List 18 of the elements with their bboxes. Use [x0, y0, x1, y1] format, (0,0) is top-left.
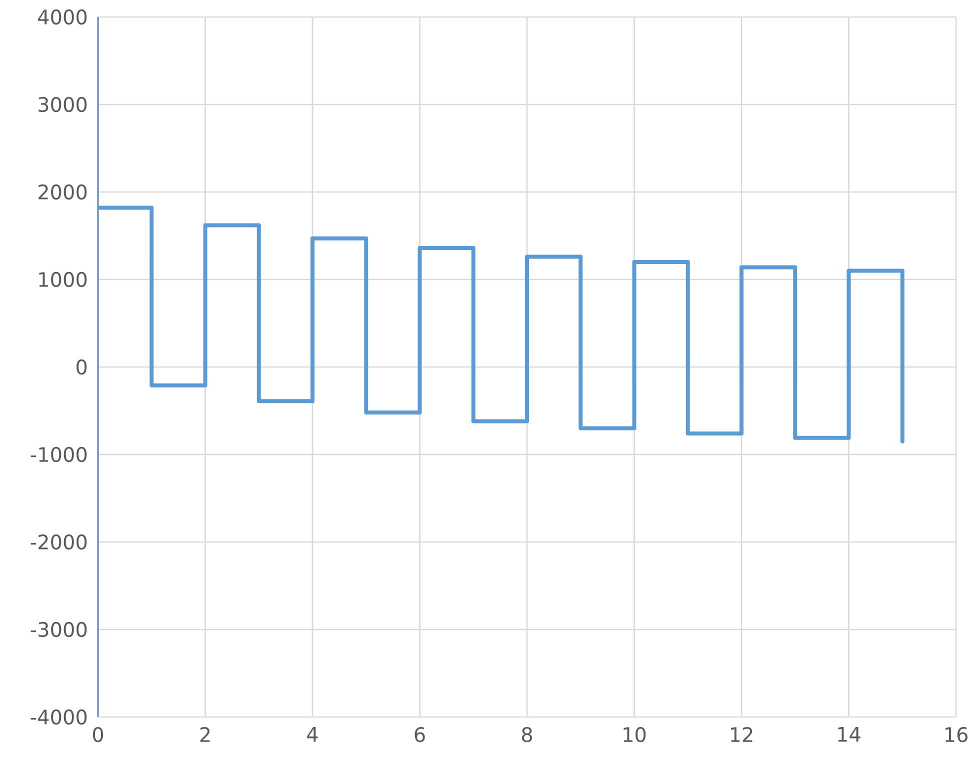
x-tick-label: 2: [200, 727, 210, 742]
x-tick-label: 0: [92, 727, 104, 742]
x-tick-label: 8: [522, 727, 532, 742]
x-tick-label: 14: [838, 727, 860, 742]
y-tick-label: 0: [76, 359, 87, 375]
x-tick-label: 6: [414, 727, 425, 742]
x-tick-label: 4: [307, 727, 318, 742]
y-tick-label: 1000: [39, 272, 87, 288]
y-tick-label: -4000: [30, 709, 87, 725]
x-tick-label: 16: [945, 727, 968, 742]
x-tick-label: 12: [730, 727, 752, 742]
y-tick-label: -3000: [30, 622, 87, 638]
x-tick-label: 10: [624, 727, 646, 742]
y-tick-label: 4000: [38, 9, 87, 25]
y-tick-label: -2000: [30, 534, 87, 550]
y-tick-label: 2000: [38, 184, 87, 200]
y-tick-label: 3000: [38, 96, 87, 112]
y-tick-label: -1000: [30, 446, 87, 462]
